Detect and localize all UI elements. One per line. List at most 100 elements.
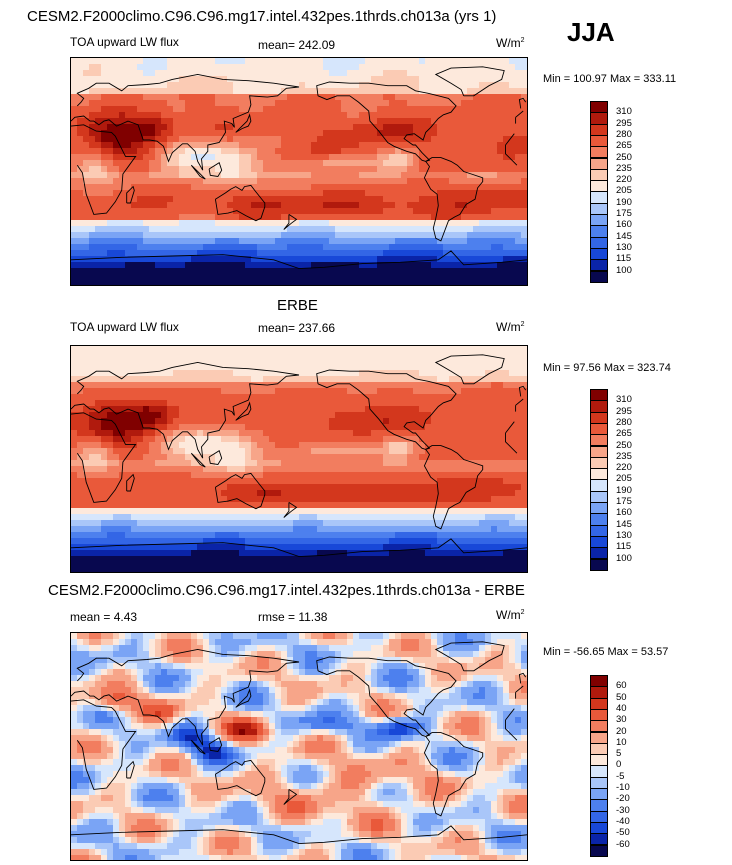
field-cell	[191, 172, 198, 179]
field-cell	[245, 442, 252, 449]
field-cell	[353, 280, 360, 285]
field-cell	[341, 220, 348, 227]
field-cell	[143, 256, 150, 263]
field-cell	[407, 466, 414, 473]
field-cell	[485, 418, 492, 425]
field-cell	[413, 148, 420, 155]
field-cell	[425, 448, 432, 455]
field-cell	[323, 370, 330, 377]
field-cell	[77, 58, 84, 65]
field-cell	[101, 250, 108, 257]
field-cell	[365, 496, 372, 503]
field-cell	[263, 346, 270, 353]
field-cell	[83, 472, 90, 479]
field-cell	[293, 406, 300, 413]
field-cell	[173, 238, 180, 245]
field-cell	[473, 88, 480, 95]
field-cell	[269, 82, 276, 89]
field-cell	[515, 256, 522, 263]
field-cell	[377, 148, 384, 155]
field-cell	[497, 208, 504, 215]
field-cell	[287, 202, 294, 209]
field-cell	[287, 196, 294, 203]
field-cell	[383, 214, 390, 221]
field-cell	[71, 370, 78, 377]
field-cell	[245, 184, 252, 191]
field-cell	[395, 388, 402, 395]
field-cell	[491, 88, 498, 95]
field-cell	[89, 58, 96, 65]
field-cell	[119, 448, 126, 455]
field-cell	[461, 472, 468, 479]
field-cell	[161, 160, 168, 167]
field-cell	[341, 394, 348, 401]
field-cell	[173, 346, 180, 353]
field-cell	[257, 460, 264, 467]
field-cell	[233, 172, 240, 179]
field-cell	[347, 460, 354, 467]
field-cell	[179, 190, 186, 197]
field-cell	[251, 370, 258, 377]
field-cell	[71, 436, 78, 443]
field-cell	[119, 244, 126, 251]
field-cell	[455, 244, 462, 251]
field-cell	[467, 484, 474, 491]
field-cell	[113, 436, 120, 443]
field-cell	[485, 400, 492, 407]
field-cell	[119, 172, 126, 179]
field-cell	[353, 142, 360, 149]
field-cell	[227, 232, 234, 239]
field-cell	[149, 160, 156, 167]
field-cell	[521, 124, 527, 131]
field-cell	[161, 472, 168, 479]
field-cell	[83, 136, 90, 143]
field-cell	[77, 82, 84, 89]
field-cell	[353, 208, 360, 215]
field-cell	[293, 478, 300, 485]
field-cell	[197, 280, 204, 285]
field-cell	[257, 82, 264, 89]
field-cell	[335, 352, 342, 359]
field-cell	[77, 124, 84, 131]
field-cell	[263, 454, 270, 461]
coastline	[518, 97, 527, 109]
field-cell	[497, 442, 504, 449]
field-cell	[83, 100, 90, 107]
field-cell	[233, 130, 240, 137]
field-cell	[179, 352, 186, 359]
field-cell	[317, 232, 324, 239]
field-cell	[347, 280, 354, 285]
field-cell	[329, 118, 336, 125]
field-cell	[149, 130, 156, 137]
field-cell	[395, 202, 402, 209]
field-cell	[389, 454, 396, 461]
field-cell	[131, 244, 138, 251]
field-cell	[347, 430, 354, 437]
field-cell	[329, 214, 336, 221]
field-cell	[143, 142, 150, 149]
field-cell	[437, 220, 444, 227]
field-cell	[179, 406, 186, 413]
field-cell	[89, 382, 96, 389]
field-cell	[473, 376, 480, 383]
field-cell	[449, 418, 456, 425]
field-cell	[479, 406, 486, 413]
field-cell	[437, 394, 444, 401]
field-cell	[233, 214, 240, 221]
field-cell	[497, 142, 504, 149]
field-cell	[353, 442, 360, 449]
field-cell	[173, 196, 180, 203]
field-cell	[395, 160, 402, 167]
field-cell	[269, 460, 276, 467]
field-cell	[251, 64, 258, 71]
field-cell	[125, 178, 132, 185]
field-cell	[503, 496, 510, 503]
field-cell	[455, 100, 462, 107]
field-cell	[95, 496, 102, 503]
field-cell	[491, 418, 498, 425]
field-cell	[209, 268, 216, 275]
field-cell	[329, 172, 336, 179]
field-cell	[107, 136, 114, 143]
field-cell	[269, 202, 276, 209]
field-cell	[107, 130, 114, 137]
